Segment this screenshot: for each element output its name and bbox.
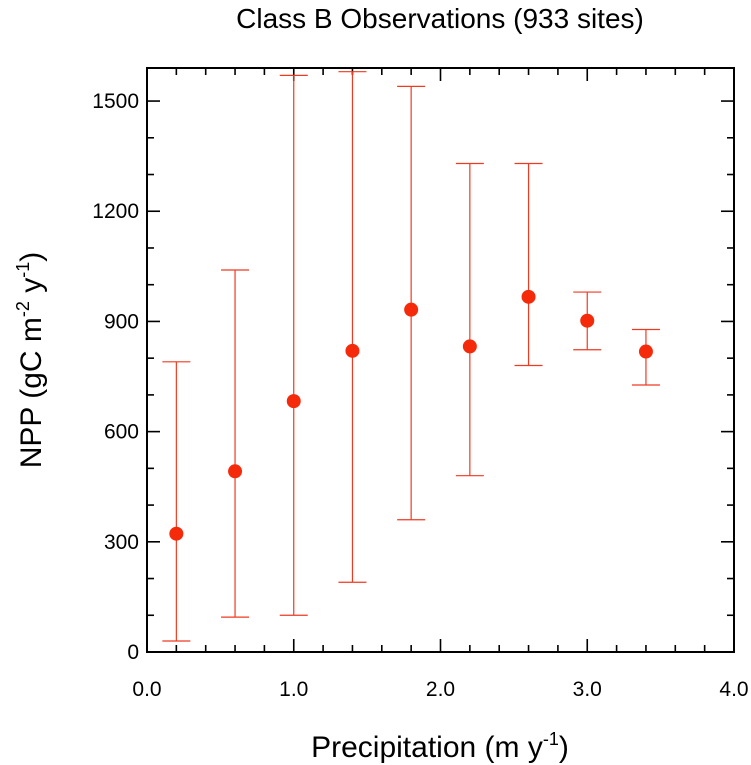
x-tick-label: 1.0 [279, 678, 308, 701]
data-points [169, 289, 653, 541]
data-point [521, 289, 536, 304]
axis-ticks [146, 68, 735, 653]
data-point [580, 313, 595, 328]
data-point [286, 394, 301, 409]
x-axis-label-main: Precipitation (m y [311, 731, 543, 764]
y-axis-label-part-3: -1 [13, 262, 33, 278]
y-tick-label: 600 [104, 421, 139, 444]
data-point [345, 343, 360, 358]
y-tick-label: 0 [127, 641, 139, 664]
y-tick-label: 900 [104, 310, 139, 333]
x-tick-labels: 0.0 1.0 2.0 3.0 4.0 [132, 678, 748, 701]
x-tick-label: 2.0 [426, 678, 455, 701]
y-axis-label-part-4: ) [15, 252, 48, 262]
x-axis-label-tail: ) [559, 731, 569, 764]
x-tick-label: 0.0 [132, 678, 161, 701]
y-tick-label: 1500 [92, 90, 139, 113]
chart-title: Class B Observations (933 sites) [236, 3, 644, 34]
y-axis-label-part-2: y [15, 278, 48, 301]
y-tick-labels: 0 300 600 900 1200 1500 [92, 90, 139, 664]
data-point [169, 526, 184, 541]
y-tick-label: 300 [104, 531, 139, 554]
y-axis-label: NPP (gC m-2 y-1) [13, 252, 48, 469]
x-axis-label: Precipitation (m y-1) [311, 729, 569, 764]
plot-frame [146, 67, 735, 653]
data-point [228, 464, 243, 479]
error-bars [162, 71, 660, 642]
data-point [404, 302, 419, 317]
y-axis-label-part-0: NPP (gC m [15, 317, 48, 468]
x-tick-label: 4.0 [719, 678, 748, 701]
data-point [638, 344, 653, 359]
y-axis-label-part-1: -2 [13, 301, 33, 317]
y-tick-label: 1200 [92, 200, 139, 223]
x-axis-label-sup: -1 [543, 729, 559, 749]
data-point [462, 339, 477, 354]
x-tick-label: 3.0 [573, 678, 602, 701]
